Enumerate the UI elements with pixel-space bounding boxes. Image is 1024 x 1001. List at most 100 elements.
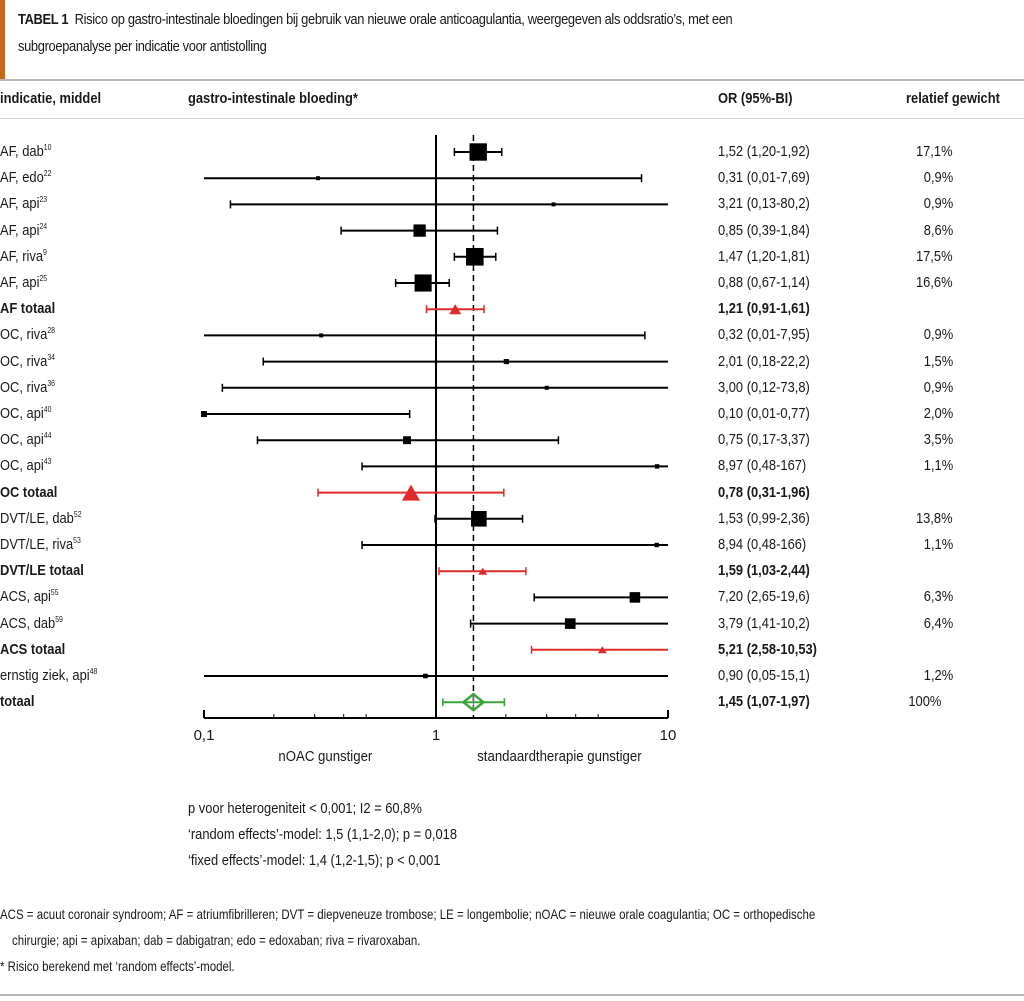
row-label: OC, riva34 xyxy=(0,353,55,370)
x-label-right: standaardtherapie gunstiger xyxy=(477,748,642,765)
row-reference: 36 xyxy=(47,378,55,388)
divider-header xyxy=(0,118,1024,119)
point-estimate-square xyxy=(469,143,487,161)
row-or-ci: 1,45 (1,07-1,97) xyxy=(718,693,810,711)
row-or-ci: 7,20 (2,65-19,6) xyxy=(718,588,810,606)
row-weight: 16,6% xyxy=(916,274,953,291)
row-label-text: AF, api xyxy=(0,221,40,239)
row-label: ernstig ziek, api48 xyxy=(0,667,97,684)
row-or-ci: 1,53 (0,99-2,36) xyxy=(718,509,810,527)
subtotal-triangle xyxy=(478,567,488,575)
point-estimate-square xyxy=(316,176,320,181)
row-or-ci: 0,10 (0,01-0,77) xyxy=(718,405,810,422)
row-reference: 22 xyxy=(43,169,52,179)
row-label: ACS totaal xyxy=(0,641,65,658)
caption-label: TABEL 1 xyxy=(18,11,69,28)
divider-top xyxy=(0,79,1024,81)
row-label-text: OC, riva xyxy=(0,352,48,370)
point-estimate-square xyxy=(544,385,549,390)
row-reference: 53 xyxy=(73,536,81,545)
header-plot: gastro-intestinale bloeding* xyxy=(188,90,358,107)
row-weight: 0,9% xyxy=(923,169,953,187)
note-heterogeneity: p voor heterogeniteit < 0,001; I2 = 60,8… xyxy=(188,800,422,817)
row-label: ACS, dab59 xyxy=(0,615,63,632)
point-estimate-square xyxy=(466,248,484,266)
row-label-text: OC, api xyxy=(0,457,44,475)
row-or-ci: 1,47 (1,20-1,81) xyxy=(718,247,810,265)
row-reference: 28 xyxy=(47,326,55,336)
row-reference: 34 xyxy=(47,352,55,362)
row-label-text: AF totaal xyxy=(0,300,56,318)
row-or-ci: 0,90 (0,05-15,1) xyxy=(718,667,810,684)
point-estimate-square xyxy=(413,224,426,237)
row-or-ci: 0,75 (0,17-3,37) xyxy=(718,431,810,449)
header-indication: indicatie, middel xyxy=(0,90,102,107)
row-label: OC totaal xyxy=(0,484,57,501)
row-label: DVT/LE, dab52 xyxy=(0,510,82,527)
subtotal-triangle xyxy=(449,304,462,315)
row-reference: 25 xyxy=(39,274,48,283)
row-or-ci: 3,00 (0,12-73,8) xyxy=(718,378,810,396)
row-label-text: AF, api xyxy=(0,195,40,213)
point-estimate-square xyxy=(414,274,432,292)
subtotal-triangle xyxy=(401,484,420,501)
row-label-text: ernstig ziek, api xyxy=(0,667,90,684)
header-weight: relatief gewicht xyxy=(906,90,1000,107)
row-label: AF, edo22 xyxy=(0,169,51,186)
row-weight: 3,5% xyxy=(923,431,953,449)
row-label-text: AF, riva xyxy=(0,247,44,265)
total-diamond xyxy=(461,692,486,712)
row-or-ci: 8,97 (0,48-167) xyxy=(718,457,807,475)
row-label-text: ACS, dab xyxy=(0,614,56,632)
footnote-abbrev-2: chirurgie; api = apixaban; dab = dabigat… xyxy=(12,932,421,948)
footnote-abbrev-1: ACS = acuut coronair syndroom; AF = atri… xyxy=(0,906,816,922)
row-weight: 2,0% xyxy=(923,405,953,422)
row-reference: 55 xyxy=(50,588,59,598)
header-or: OR (95%-BI) xyxy=(718,90,793,107)
row-weight: 8,6% xyxy=(923,221,953,239)
row-reference: 23 xyxy=(39,195,48,205)
row-weight: 6,4% xyxy=(923,614,953,632)
row-label: OC, riva28 xyxy=(0,326,55,343)
row-reference: 10 xyxy=(43,143,52,152)
row-label: ACS, api55 xyxy=(0,588,59,605)
row-weight: 1,1% xyxy=(923,536,953,553)
row-label-text: OC, riva xyxy=(0,378,48,396)
table-caption: TABEL 1 Risico op gastro-intestinale blo… xyxy=(0,0,1024,79)
row-label-text: AF, api xyxy=(0,274,40,291)
row-label: DVT/LE, riva53 xyxy=(0,536,81,553)
row-label: DVT/LE totaal xyxy=(0,562,84,579)
point-estimate-square xyxy=(551,202,556,207)
row-label-text: DVT/LE totaal xyxy=(0,562,84,580)
row-or-ci: 0,78 (0,31-1,96) xyxy=(718,483,810,501)
row-or-ci: 2,01 (0,18-22,2) xyxy=(718,352,810,370)
row-or-ci: 1,52 (1,20-1,92) xyxy=(718,143,810,160)
row-label-text: OC, riva xyxy=(0,326,48,344)
point-estimate-square xyxy=(319,333,324,338)
row-label: OC, api44 xyxy=(0,431,51,448)
caption-text: Risico op gastro-intestinale bloedingen … xyxy=(74,11,733,28)
caption-text-line2: subgroepanalyse per indicatie voor antis… xyxy=(18,38,267,55)
row-weight: 0,9% xyxy=(923,326,953,344)
x-tick-label: 1 xyxy=(432,727,440,744)
row-reference: 59 xyxy=(55,614,63,624)
point-estimate-square xyxy=(654,542,659,548)
row-weight: 100% xyxy=(907,693,941,711)
row-weight: 1,5% xyxy=(923,352,953,370)
row-label: OC, api43 xyxy=(0,457,51,474)
row-label: AF, riva9 xyxy=(0,248,47,265)
row-reference: 24 xyxy=(39,221,48,231)
row-weight: 17,5% xyxy=(916,247,953,265)
row-label: AF, api23 xyxy=(0,195,47,212)
row-or-ci: 0,31 (0,01-7,69) xyxy=(718,169,810,187)
row-or-ci: 3,21 (0,13-80,2) xyxy=(718,195,810,213)
row-weight: 1,2% xyxy=(923,667,953,684)
row-weight: 1,1% xyxy=(923,457,953,475)
row-label: OC, api40 xyxy=(0,405,51,422)
row-weight: 13,8% xyxy=(916,509,953,527)
row-reference: 44 xyxy=(43,431,52,441)
row-or-ci: 3,79 (1,41-10,2) xyxy=(718,614,810,632)
point-estimate-square xyxy=(423,673,428,679)
row-reference: 9 xyxy=(43,247,47,257)
